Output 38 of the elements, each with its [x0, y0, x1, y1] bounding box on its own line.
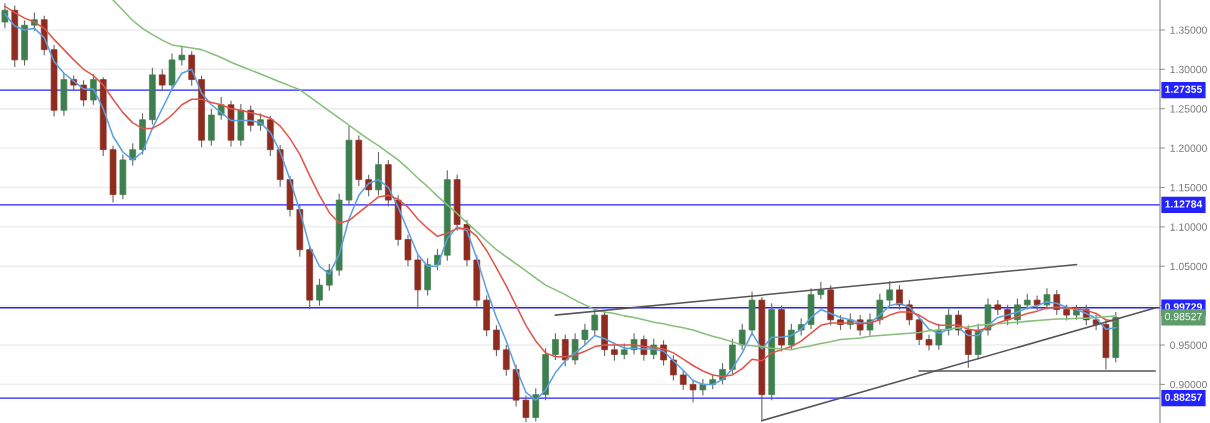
y-tick-label: 1.35000 [1170, 26, 1207, 34]
candlestick [404, 234, 412, 267]
candlestick [552, 332, 559, 361]
y-tick-label: 1.20000 [1170, 144, 1207, 152]
candlestick [699, 378, 707, 396]
candlestick [178, 45, 186, 66]
candlestick [493, 324, 500, 357]
candlestick [738, 323, 746, 351]
y-tick-label: 1.05000 [1170, 262, 1207, 271]
candlestick [915, 314, 923, 346]
candlestick [591, 309, 599, 337]
candlestick [1, 2, 9, 29]
candlestick [670, 354, 677, 382]
candlestick [886, 280, 893, 307]
ref-line-label: 1.27355 [1165, 85, 1202, 93]
ref-line-label: 0.99729 [1165, 303, 1202, 311]
y-tick-label: 0.95000 [1170, 341, 1207, 349]
ref-line-label: 1.12784 [1165, 200, 1203, 208]
candlestick [502, 344, 510, 377]
candlestick [689, 379, 697, 404]
candlestick [581, 323, 589, 346]
candlestick [316, 278, 323, 307]
y-tick-label: 0.90000 [1170, 380, 1207, 389]
candlestick [925, 334, 933, 352]
candlestick [679, 369, 687, 391]
y-tick-label: 1.25000 [1170, 105, 1207, 113]
candlestick [522, 394, 530, 423]
line-series [112, 0, 1117, 351]
candlestick [158, 68, 166, 92]
y-tick-label: 1.15000 [1170, 183, 1207, 192]
ref-line-label: 0.88257 [1165, 393, 1202, 401]
text: 0.98527 [1165, 312, 1202, 321]
candlestick [532, 387, 540, 422]
candlestick [896, 284, 903, 311]
candlestick [561, 334, 569, 367]
candlestick [788, 323, 795, 351]
y-tick-label: 1.10000 [1170, 223, 1207, 231]
y-tick-label: 1.30000 [1170, 65, 1207, 74]
